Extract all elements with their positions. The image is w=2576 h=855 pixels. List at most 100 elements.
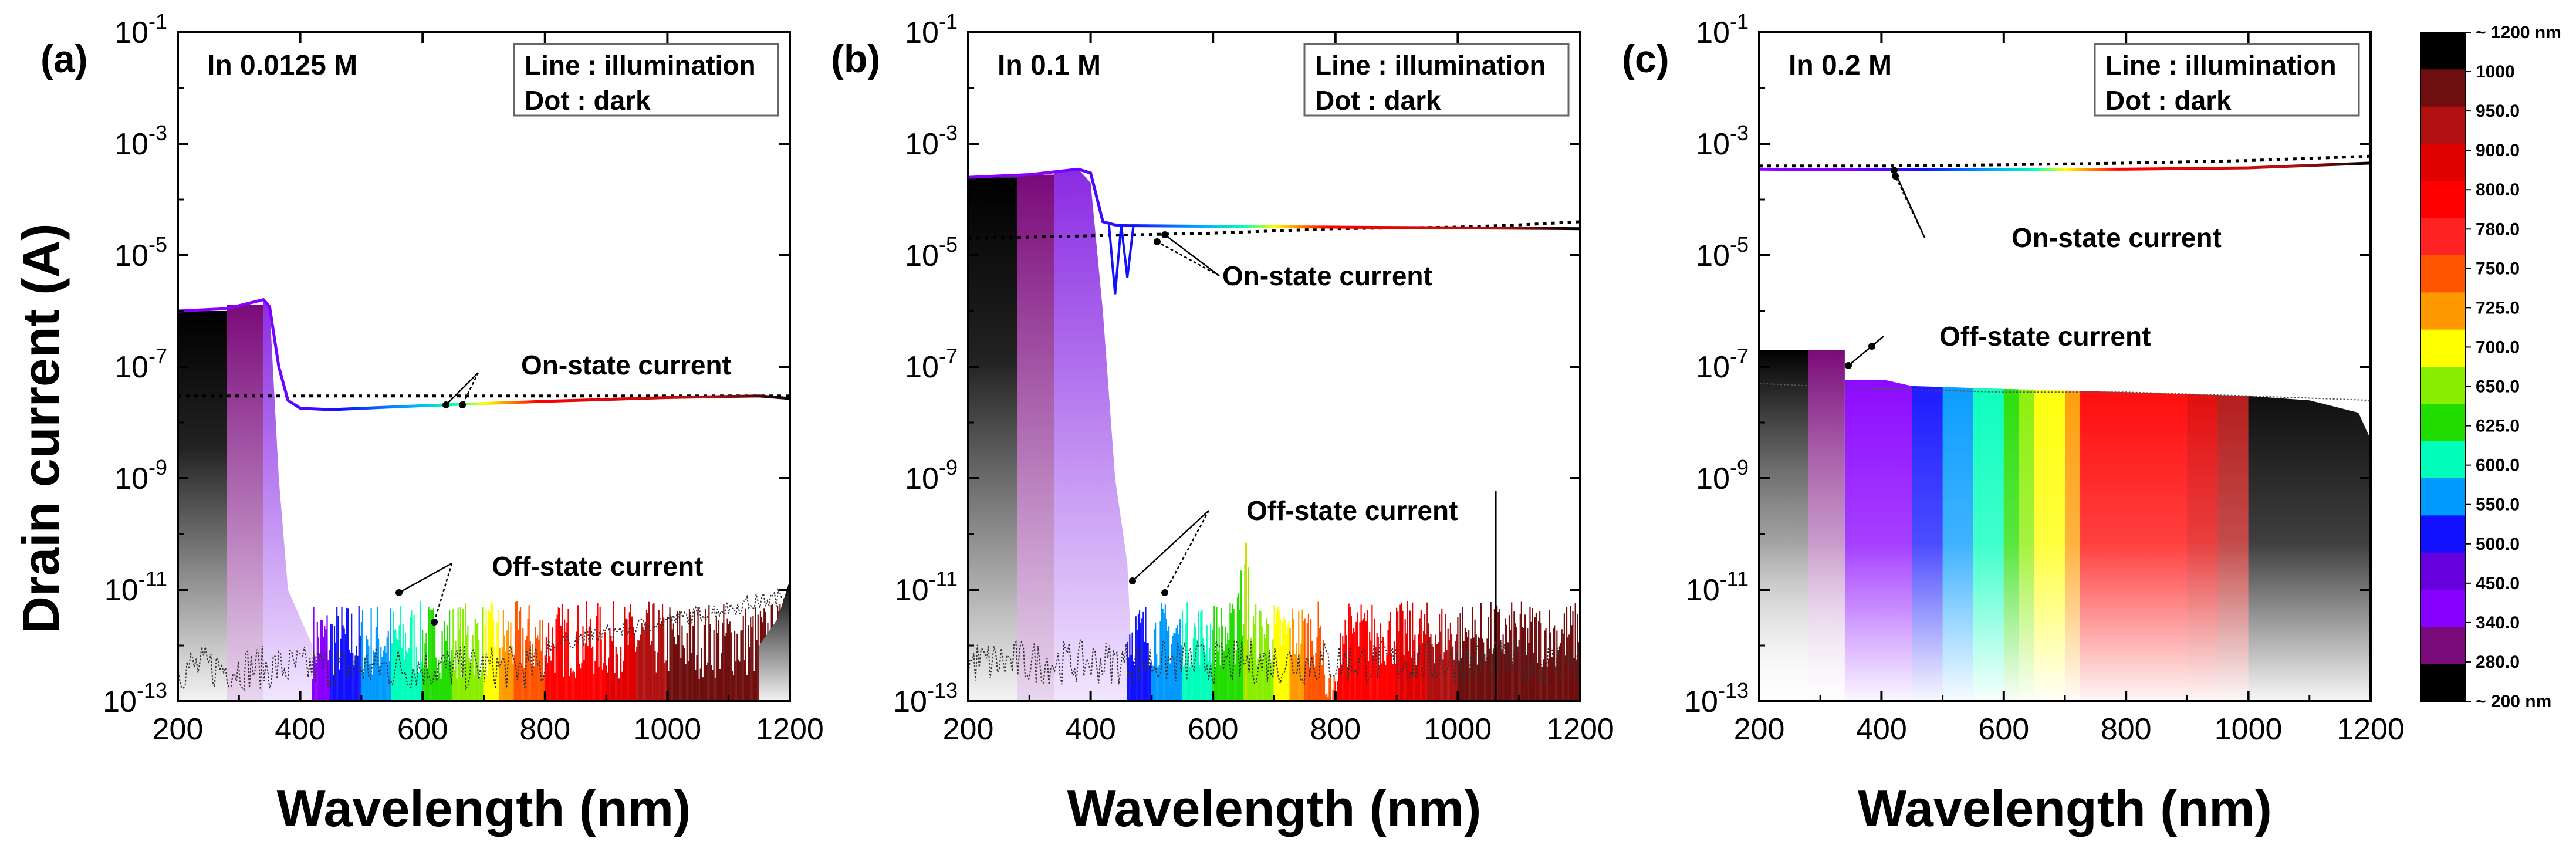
y-tick-label: 10-1: [905, 9, 958, 50]
colorbar-swatch: [2421, 478, 2465, 516]
annotation-label: On-state current: [1222, 261, 1432, 291]
colorbar-label: 700.0: [2476, 337, 2520, 357]
legend-entry: Dot : dark: [2105, 85, 2232, 116]
legend-box: [513, 43, 779, 117]
annotation-arrow-head: [1154, 238, 1161, 245]
colorbar-label: 950.0: [2476, 102, 2520, 121]
x-axis-label: Wavelength (nm): [277, 779, 691, 837]
x-tick-label: 1200: [2337, 712, 2405, 746]
y-tick-label: 10-3: [905, 121, 958, 161]
colorbar-label: 650.0: [2476, 377, 2520, 397]
plot-area: [968, 167, 1580, 701]
y-tick-label: 10-1: [114, 9, 167, 50]
colorbar-label: 750.0: [2476, 259, 2520, 278]
colorbar-label: 900.0: [2476, 141, 2520, 160]
annotation-arrow: [1157, 241, 1220, 277]
x-tick-label: 200: [153, 712, 204, 746]
annotation-label: On-state current: [521, 350, 731, 380]
colorbar-swatch: [2421, 404, 2465, 442]
annotation-arrow-head: [459, 401, 466, 408]
colorbar-label: 1000: [2476, 62, 2515, 82]
condition-label: In 0.0125 M: [207, 50, 357, 81]
y-tick-label: 10-11: [104, 567, 167, 607]
annotation-arrow-head: [1868, 343, 1875, 350]
panel-label: (c): [1622, 37, 1669, 80]
y-tick-label: 10-3: [1696, 121, 1749, 161]
colorbar-label: ~ 1200 nm: [2476, 23, 2561, 42]
plot-area: [178, 298, 790, 701]
colorbar-frame: [2420, 32, 2466, 702]
on-dark-line: [1759, 154, 2371, 168]
annotation-arrow: [461, 372, 479, 405]
colorbar-swatch: [2421, 181, 2465, 219]
y-tick-label: 10-1: [1696, 9, 1749, 50]
x-tick-label: 400: [275, 712, 326, 746]
condition-label: In 0.2 M: [1789, 50, 1892, 81]
fill-280-band: [227, 305, 264, 701]
annotation-arrow: [398, 562, 452, 594]
y-tick-label: 10-7: [114, 344, 167, 384]
on-illumination-line: [1759, 161, 2371, 171]
colorbar-swatch: [2421, 69, 2465, 107]
x-tick-label: 1000: [1424, 712, 1492, 746]
annotation-arrow-head: [1161, 589, 1168, 596]
x-tick-label: 1200: [1546, 712, 1614, 746]
on-illumination-line: [178, 298, 790, 411]
x-tick-label: 1000: [634, 712, 702, 746]
x-tick-label: 200: [1734, 712, 1785, 746]
x-tick-label: 200: [943, 712, 994, 746]
annotation-arrow-head: [1891, 167, 1898, 174]
annotation-arrow-head: [1161, 231, 1168, 238]
colorbar-swatch: [2421, 627, 2465, 665]
y-tick-label: 10-9: [114, 455, 167, 496]
colorbar-label: 500.0: [2476, 535, 2520, 554]
wavelength-colorbar: ~ 1200 nm 1000 950.0 900.0 800.0 780.0 750.0 72…: [2420, 23, 2561, 711]
legend-box: [1303, 43, 1570, 117]
legend-entry: Dot : dark: [1315, 85, 1441, 116]
x-tick-label: 600: [397, 712, 448, 746]
panel-a: 200 400 600 800 1000 120010-1310-1110-910-710…: [40, 9, 824, 837]
colorbar-label: 340.0: [2476, 613, 2520, 633]
colorbar-swatch: [2421, 515, 2465, 553]
colorbar-label: 780.0: [2476, 219, 2520, 239]
x-tick-label: 1000: [2215, 712, 2283, 746]
annotation-label: Off-state current: [1246, 495, 1458, 526]
annotation-arrow-head: [1845, 362, 1852, 369]
x-tick-label: 800: [2101, 712, 2152, 746]
y-tick-label: 10-5: [905, 232, 958, 273]
fill-uv-band: [178, 311, 227, 701]
y-tick-label: 10-11: [895, 567, 958, 607]
annotation-label: Off-state current: [1939, 321, 2151, 352]
x-axis-label: Wavelength (nm): [1858, 779, 2272, 837]
colorbar-swatch: [2421, 255, 2465, 293]
on-dip: [1107, 225, 1135, 295]
colorbar-label: 450.0: [2476, 574, 2520, 593]
x-tick-label: 600: [1978, 712, 2029, 746]
panel-label: (b): [831, 37, 880, 80]
y-axis-label: Drain current (A): [12, 223, 70, 633]
annotation-arrow: [1132, 510, 1209, 582]
colorbar-swatch: [2421, 552, 2465, 590]
colorbar-swatch: [2421, 664, 2465, 702]
annotation-arrow: [1894, 175, 1926, 238]
legend-entry: Dot : dark: [525, 85, 651, 116]
legend-box: [2094, 43, 2360, 117]
colorbar-swatch: [2421, 32, 2465, 70]
x-tick-label: 800: [519, 712, 570, 746]
fill-ir-tail: [759, 580, 790, 701]
x-tick-label: 1200: [756, 712, 824, 746]
fill-280-band: [1017, 174, 1054, 701]
plot-area: [1759, 32, 2371, 701]
colorbar-swatch: [2421, 441, 2465, 479]
legend-entry: Line : illumination: [2105, 50, 2337, 80]
colorbar-swatch: [2421, 292, 2465, 330]
x-tick-label: 800: [1310, 712, 1361, 746]
annotation-arrow-head: [442, 401, 449, 408]
colorbar-label: 280.0: [2476, 653, 2520, 672]
colorbar-label: 800.0: [2476, 180, 2520, 200]
fill-340-band: [1054, 169, 1134, 701]
legend-entry: Line : illumination: [525, 50, 756, 80]
x-tick-label: 600: [1188, 712, 1239, 746]
annotation-arrow: [1164, 510, 1210, 593]
